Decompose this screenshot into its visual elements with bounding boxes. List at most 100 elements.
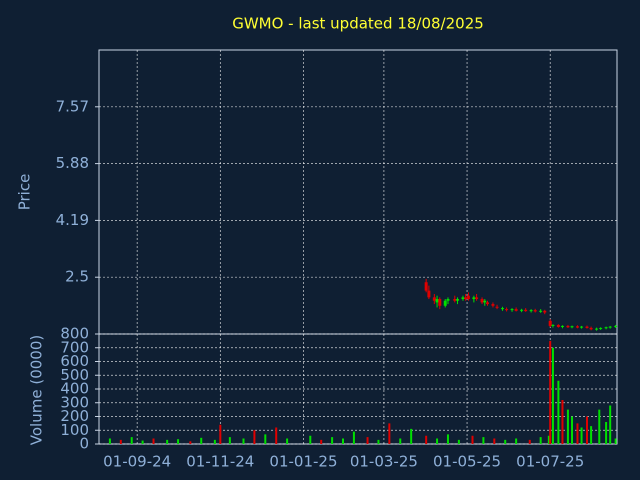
candle-body xyxy=(514,309,518,311)
candle-body xyxy=(589,327,593,330)
volume-bar xyxy=(614,438,617,444)
y-axis-label: Price xyxy=(16,174,34,211)
volume-bar xyxy=(547,435,550,444)
y-tick-label: 700 xyxy=(60,338,89,356)
candle-body xyxy=(551,324,555,326)
y-tick-label: 800 xyxy=(60,325,89,343)
volume-bar xyxy=(515,438,518,444)
volume-bar xyxy=(189,441,192,444)
volume-bar xyxy=(275,427,278,444)
volume-bar xyxy=(253,430,256,444)
volume-bar xyxy=(264,434,267,444)
candle-body xyxy=(529,310,533,312)
candle-body xyxy=(475,297,479,300)
volume-bar xyxy=(446,434,449,444)
x-tick-label: 01-07-25 xyxy=(516,453,584,471)
volume-bar xyxy=(504,439,507,444)
candle-body xyxy=(575,326,579,328)
volume-bar xyxy=(493,438,496,444)
candle-body xyxy=(585,326,589,328)
volume-bar xyxy=(580,427,583,444)
volume-bar xyxy=(549,340,552,444)
volume-bar xyxy=(309,435,312,444)
candle-body xyxy=(614,325,618,327)
y-tick-label: 7.57 xyxy=(56,97,89,115)
candle-body xyxy=(427,290,431,298)
candle-body xyxy=(539,310,543,312)
volume-bar xyxy=(366,437,369,444)
candle-body xyxy=(461,297,465,300)
y-tick-label: 2.5 xyxy=(65,268,89,286)
candle-body xyxy=(604,327,608,329)
volume-bar xyxy=(561,400,564,444)
candle-body xyxy=(533,310,537,312)
volume-bar xyxy=(586,416,589,444)
y-tick-label: 0 xyxy=(79,435,89,453)
candle-body xyxy=(464,297,468,300)
volume-bar xyxy=(388,423,391,444)
candle-body xyxy=(566,325,570,328)
volume-bar xyxy=(609,405,612,444)
candle-body xyxy=(424,282,428,291)
volume-bar xyxy=(425,435,428,444)
volume-bar xyxy=(242,438,245,444)
candle-body xyxy=(510,309,514,311)
y-tick-label: 5.88 xyxy=(56,154,89,172)
volume-bar xyxy=(320,439,323,444)
candle-body xyxy=(466,295,470,300)
volume-bar xyxy=(141,440,144,444)
candle-body xyxy=(480,299,484,303)
volume-bar xyxy=(377,439,380,444)
x-tick-label: 01-09-24 xyxy=(103,453,171,471)
y-tick-label: 200 xyxy=(60,407,89,425)
candle-body xyxy=(560,325,564,327)
volume-bar xyxy=(410,428,413,444)
candle-body xyxy=(543,310,547,313)
volume-bar xyxy=(399,438,402,444)
candle-body xyxy=(438,299,442,306)
candle-body xyxy=(570,326,574,328)
volume-bar xyxy=(566,409,569,444)
candle-body xyxy=(483,300,487,303)
volume-bar xyxy=(471,435,474,444)
volume-bar xyxy=(528,439,531,444)
chart-title: GWMO - last updated 18/08/2025 xyxy=(232,15,484,33)
candle-body xyxy=(548,320,552,326)
candle-body xyxy=(595,328,599,330)
candle-body xyxy=(491,304,495,306)
candle-body xyxy=(505,309,509,311)
volume-bar xyxy=(598,409,601,444)
candle-body xyxy=(443,300,447,306)
volume-bar xyxy=(590,426,593,444)
y-axis-label: Volume (0000) xyxy=(28,335,46,445)
y-tick-label: 100 xyxy=(60,421,89,439)
candle-body xyxy=(486,302,489,305)
volume-bar xyxy=(342,438,345,444)
y-tick-label: 4.19 xyxy=(56,211,89,229)
volume-bar xyxy=(213,439,216,444)
candle-body xyxy=(520,309,524,311)
candle-body xyxy=(580,326,584,328)
volume-bar xyxy=(177,439,180,444)
y-tick-label: 400 xyxy=(60,380,89,398)
volume-bar xyxy=(352,431,355,444)
volume-bar xyxy=(219,424,222,444)
candle-body xyxy=(608,326,612,328)
candle-body xyxy=(495,306,499,308)
candle-body xyxy=(435,299,439,303)
volume-bar xyxy=(286,438,289,444)
volume-bar xyxy=(130,437,133,444)
volume-bar xyxy=(108,438,111,444)
volume-bar xyxy=(166,439,169,444)
volume-bar xyxy=(482,437,485,444)
y-tick-label: 300 xyxy=(60,393,89,411)
volume-bar xyxy=(228,437,231,444)
candle-body xyxy=(456,299,460,301)
candle-body xyxy=(432,297,436,301)
x-tick-label: 01-03-25 xyxy=(350,453,418,471)
volume-bar xyxy=(576,423,579,444)
volume-bar xyxy=(119,439,122,444)
volume-bar xyxy=(605,422,608,444)
